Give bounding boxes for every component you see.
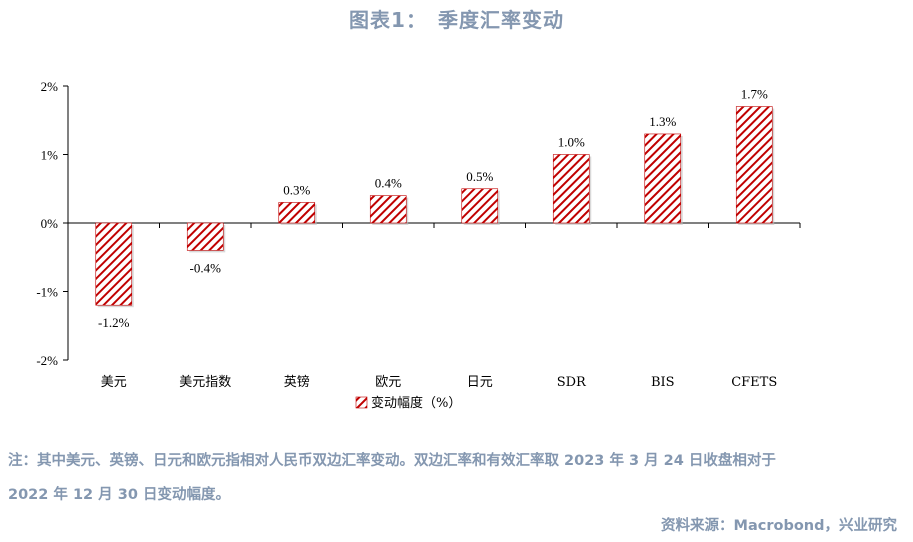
bar [369,195,407,224]
y-tick-label: 0% [41,216,59,231]
bar [461,188,499,224]
data-label: -0.4% [190,260,222,275]
data-label: 1.3% [649,114,676,129]
y-tick-label: 1% [41,148,59,163]
data-label: 1.0% [558,135,585,150]
data-label: 0.5% [466,169,493,184]
y-tick-label: 2% [41,79,59,94]
footnote-line-1: 注：其中美元、英镑、日元和欧元指相对人民币双边汇率变动。双边汇率和有效汇率取 2… [8,453,776,469]
source-text: 资料来源：Macrobond，兴业研究 [661,518,897,534]
category-label: 日元 [467,375,493,390]
footnote-line-2: 2022 年 12 月 30 日变动幅度。 [8,487,230,503]
category-label: 欧元 [375,375,401,390]
bar [644,133,682,224]
data-label: 1.7% [741,87,768,102]
category-label: CFETS [731,375,777,390]
category-label: BIS [651,375,675,390]
bar [278,202,316,224]
y-tick-label: -1% [36,285,58,300]
chart-title: 图表1： 季度汇率变动 [349,8,564,32]
bar-chart: 2% 1% 0% -1% -2% -1.2% 美元 -0.4% 美元指数 0.3% 英镑 0.4% 欧… [36,79,801,411]
bar [552,154,590,224]
data-label: -1.2% [98,315,130,330]
category-label: 美元指数 [179,375,231,390]
y-tick-label: -2% [36,353,58,368]
bar [95,222,133,306]
data-label: 0.4% [375,176,402,191]
category-label: 英镑 [284,374,310,390]
category-label: 美元 [101,375,127,390]
legend-label: 变动幅度（%） [371,395,461,411]
bar [735,106,773,224]
legend-swatch [355,396,368,409]
bar [186,222,224,251]
footnote: 注：其中美元、英镑、日元和欧元指相对人民币双边汇率变动。双边汇率和有效汇率取 2… [8,444,908,512]
data-label: 0.3% [283,182,310,197]
category-label: SDR [557,375,587,390]
